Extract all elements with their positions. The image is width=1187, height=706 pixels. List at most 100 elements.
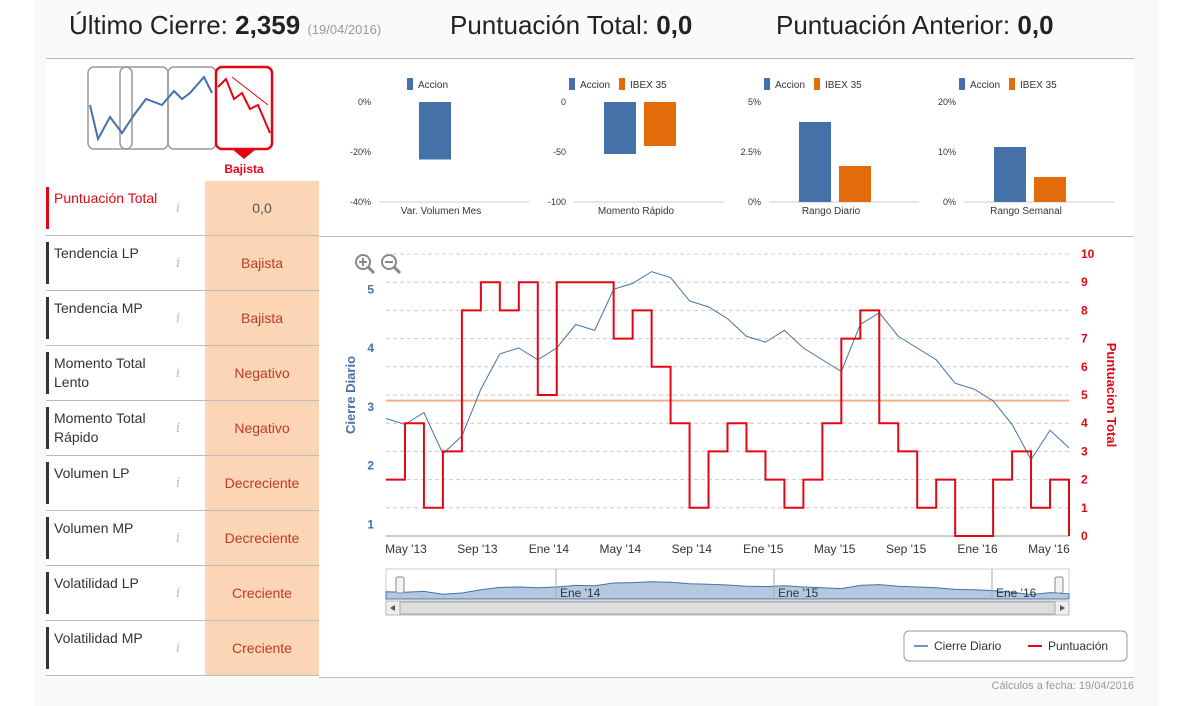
y2-tick-label: 0 xyxy=(1081,529,1088,543)
x-tick-label: May '16 xyxy=(1028,542,1070,556)
indicator-row: Volumen MP i Decreciente xyxy=(46,511,319,566)
price-score-chart: 0 1 2 3 4 5 6 7 8 9 10 1 2 3 4 5 Cierre Diario Puntuacion… xyxy=(343,247,1128,662)
y-tick-label: 2 xyxy=(367,459,374,473)
x-tick-label: Ene '14 xyxy=(529,542,570,556)
x-tick-label: May '13 xyxy=(385,542,427,556)
previous-score-value: 0,0 xyxy=(1017,10,1054,40)
navigator-label: Ene '16 xyxy=(996,586,1037,600)
info-icon[interactable]: i xyxy=(176,641,181,656)
row-label: Momento Total Rápido xyxy=(54,410,146,445)
mini-chart: Accion 0% -20% -40% Var. Volumen Mes xyxy=(350,78,529,217)
info-icon[interactable]: i xyxy=(176,256,181,271)
info-icon[interactable]: i xyxy=(176,421,181,436)
row-marker xyxy=(46,627,49,669)
legend-swatch xyxy=(764,78,770,90)
info-icon[interactable]: i xyxy=(176,201,181,216)
indicator-row: Momento Total Lento i Negativo xyxy=(46,346,319,401)
y2-tick-label: 4 xyxy=(1081,416,1088,430)
legend-label: IBEX 35 xyxy=(1020,80,1057,91)
x-tick-label: Ene '16 xyxy=(957,542,998,556)
row-value: Creciente xyxy=(205,621,319,675)
chart-title: Var. Volumen Mes xyxy=(401,206,481,217)
legend-swatch xyxy=(1009,78,1015,90)
legend-label: Cierre Diario xyxy=(934,639,1002,653)
row-marker xyxy=(46,242,49,284)
zoom-out-icon[interactable] xyxy=(381,254,402,275)
bar xyxy=(799,122,831,202)
y2-tick-label: 3 xyxy=(1081,444,1088,458)
series-cierre-diario xyxy=(385,271,1070,461)
legend-label: Accion xyxy=(775,80,805,91)
y2-axis-title: Puntuacion Total xyxy=(1104,343,1119,447)
row-marker xyxy=(46,297,49,339)
summary-header: Último Cierre: 2,359 (19/04/2016) Puntua… xyxy=(46,0,1134,59)
y-tick-label: 5 xyxy=(367,282,374,296)
bar xyxy=(644,102,676,146)
y2-tick-label: 2 xyxy=(1081,473,1088,487)
row-label: Volumen LP xyxy=(54,465,130,481)
navigator-label: Ene '15 xyxy=(778,586,819,600)
navigator-label: Ene '14 xyxy=(560,586,601,600)
previous-score: Puntuación Anterior: 0,0 xyxy=(776,10,1054,40)
chart-legend: Cierre Diario Puntuación xyxy=(903,630,1128,662)
row-marker xyxy=(46,352,49,394)
x-tick-label: Ene '15 xyxy=(743,542,784,556)
mini-chart: Accion IBEX 35 20% 10% 0% Rango Semanal xyxy=(938,78,1114,217)
row-marker xyxy=(46,407,49,449)
legend-label: Accion xyxy=(970,80,1000,91)
legend-label: Accion xyxy=(580,80,610,91)
y-tick-label: -100 xyxy=(548,197,566,207)
x-tick-label: Sep '13 xyxy=(457,542,498,556)
calc-date: Cálculos a fecha: 19/04/2016 xyxy=(991,680,1135,692)
mini-bar-charts: Accion 0% -20% -40% Var. Volumen Mes Accion IB… xyxy=(350,78,1114,217)
indicator-row: Volatilidad MP i Creciente xyxy=(46,621,319,676)
indicator-row: Tendencia MP i Bajista xyxy=(46,291,319,346)
row-label: Tendencia LP xyxy=(54,245,139,261)
row-value: 0,0 xyxy=(205,181,319,235)
row-value: Negativo xyxy=(205,346,319,400)
navigator-handle-left[interactable] xyxy=(395,576,405,594)
scroll-right-icon xyxy=(1060,605,1065,611)
last-close-date: (19/04/2016) xyxy=(307,22,382,37)
legend-label: IBEX 35 xyxy=(825,80,862,91)
y-tick-label: 0% xyxy=(748,197,761,207)
navigator-handle-right[interactable] xyxy=(1054,576,1064,594)
y-tick-label: -40% xyxy=(350,197,371,207)
zoom-in-icon[interactable] xyxy=(355,254,376,275)
row-label: Momento Total Lento xyxy=(54,355,146,390)
info-icon[interactable]: i xyxy=(176,586,181,601)
y-tick-label: 0 xyxy=(561,97,566,107)
info-icon[interactable]: i xyxy=(176,366,181,381)
mini-chart: Accion IBEX 35 5% 2.5% 0% Rango Diario xyxy=(740,78,919,217)
y-tick-label: 20% xyxy=(938,97,956,107)
legend-swatch xyxy=(619,78,625,90)
y-tick-label: 10% xyxy=(938,147,956,157)
y2-tick-label: 9 xyxy=(1081,275,1088,289)
bar xyxy=(604,102,636,154)
mini-chart: Accion IBEX 35 0 -50 -100 Momento Rápido xyxy=(548,78,724,217)
scrollbar-thumb xyxy=(399,601,1056,615)
bar xyxy=(419,102,451,160)
chart-panel: Accion 0% -20% -40% Var. Volumen Mes Accion IB… xyxy=(319,60,1134,678)
x-tick-label: Sep '14 xyxy=(672,542,713,556)
last-close-value: 2,359 xyxy=(235,10,301,40)
row-value: Bajista xyxy=(205,291,319,345)
y2-tick-label: 7 xyxy=(1081,332,1088,346)
info-icon[interactable]: i xyxy=(176,311,181,326)
scroll-left-icon xyxy=(390,605,395,611)
x-tick-label: May '14 xyxy=(600,542,642,556)
row-value: Decreciente xyxy=(205,511,319,565)
last-close: Último Cierre: 2,359 (19/04/2016) xyxy=(69,10,382,40)
y-axis-title: Cierre Diario xyxy=(343,356,358,434)
chart-title: Momento Rápido xyxy=(598,206,675,217)
divider xyxy=(319,236,1134,237)
row-label: Tendencia MP xyxy=(54,300,143,316)
row-label: Volumen MP xyxy=(54,520,134,536)
y-tick-label: 2.5% xyxy=(740,147,761,157)
indicator-row: Tendencia LP i Bajista xyxy=(46,236,319,291)
info-icon[interactable]: i xyxy=(176,531,181,546)
legend-swatch xyxy=(569,78,575,90)
series-puntuacion xyxy=(386,281,1070,537)
y-tick-label: 0% xyxy=(358,97,371,107)
info-icon[interactable]: i xyxy=(176,476,181,491)
